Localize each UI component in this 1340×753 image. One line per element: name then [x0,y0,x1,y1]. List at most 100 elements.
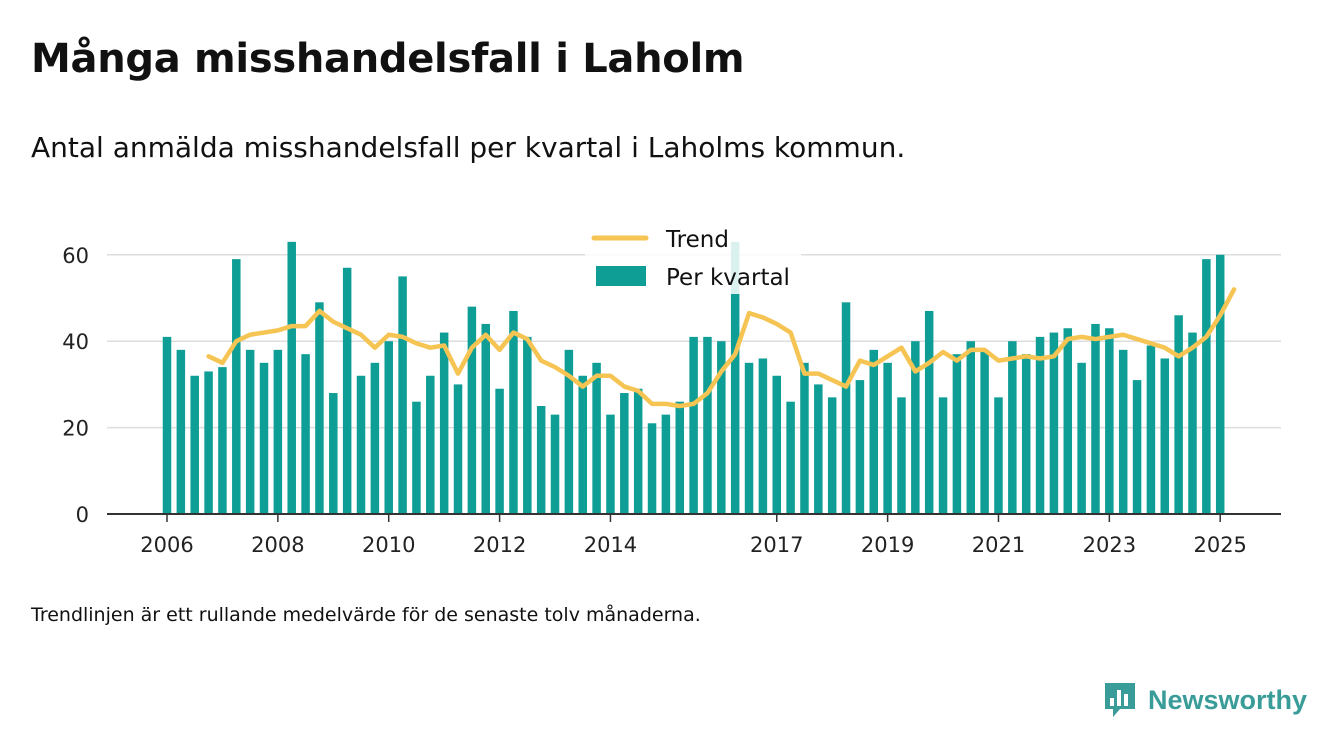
trend-line [206,287,1237,409]
bar [1063,328,1073,514]
bar [287,241,296,514]
bar [578,375,587,514]
y-tick-label: 20 [62,417,89,441]
bar [301,354,310,514]
bar [966,341,976,514]
bar [1035,336,1045,514]
y-tick-label: 60 [62,244,89,268]
bar [495,388,504,514]
brand-logo: Newsworthy [1102,680,1307,720]
bar [1077,362,1086,514]
x-tick-label: 2014 [584,533,637,557]
bar [1132,380,1142,514]
bar [245,349,255,514]
bar [176,349,186,514]
bar [259,362,269,514]
y-tick-label: 40 [62,330,89,354]
bar [869,349,879,514]
chart-subtitle: Antal anmälda misshandelsfall per kvarta… [31,131,906,164]
bar [661,414,671,514]
bar [841,302,851,514]
bar [1146,345,1156,514]
bar [675,401,684,514]
bar [481,323,490,514]
bar [814,384,823,514]
bar [703,336,712,514]
y-tick-label: 0 [76,503,89,527]
bar [897,397,906,514]
bar [1021,354,1031,514]
bar [384,341,393,514]
bar [827,397,837,514]
bar [162,336,172,514]
bar [1049,332,1059,514]
bar [883,362,892,514]
bar [1174,315,1183,514]
bar [370,362,380,514]
x-tick-label: 2023 [1083,533,1136,557]
x-tick-label: 2017 [750,533,803,557]
legend: Trend Per kvartal [585,224,801,294]
bar [1215,254,1225,515]
legend-trend-label: Trend [665,227,729,253]
bar [218,367,227,514]
x-tick-label: 2006 [140,533,193,557]
bar [1105,328,1114,514]
bar [952,354,962,514]
bar [592,362,601,514]
bar [509,310,518,514]
x-tick-label: 2021 [972,533,1025,557]
bar [924,310,934,514]
bar [1091,323,1100,514]
bar [1188,332,1197,514]
x-tick-label: 2025 [1193,533,1246,557]
bar [1008,341,1017,514]
bar [786,401,795,514]
trend-line-group [206,287,1237,409]
bar [342,267,352,514]
bar [606,414,615,514]
bar [439,332,449,514]
bar [980,349,989,514]
bar [412,401,421,514]
bar [1160,358,1170,514]
newsworthy-logo-icon [1105,683,1135,717]
bar [620,393,629,514]
bar [994,397,1003,514]
bar [744,362,754,514]
bar [453,384,463,514]
bars [162,241,1225,515]
bar [315,302,324,514]
bar [564,349,574,514]
bar [717,341,726,514]
bar [467,306,477,514]
bar [647,423,657,514]
bar [190,375,199,514]
footnote: Trendlinjen är ett rullande medelvärde f… [31,604,701,626]
x-tick-label: 2008 [251,533,304,557]
y-axis-ticks: 0 20 40 60 [62,244,89,527]
x-tick-label: 2010 [362,533,415,557]
bar [232,259,241,514]
bar [1202,259,1211,514]
x-tick-label: 2012 [473,533,526,557]
bar [689,336,698,514]
bar [758,358,768,514]
bar [1118,349,1128,514]
bar [523,336,532,514]
bar [204,371,213,514]
brand-name: Newsworthy [1148,684,1308,715]
x-axis-ticks: 2006 2008 2010 2012 2014 2017 2019 2021 2023 2025 [140,514,1247,557]
bar [772,375,782,514]
bar [800,362,809,514]
bar [536,406,546,514]
bar [550,414,560,514]
bar [356,375,366,514]
bar [633,388,643,514]
bar [938,397,948,514]
bar [329,393,338,514]
bar [855,380,865,514]
bar [730,241,740,514]
bar [426,375,435,514]
legend-bar-label: Per kvartal [666,265,790,291]
